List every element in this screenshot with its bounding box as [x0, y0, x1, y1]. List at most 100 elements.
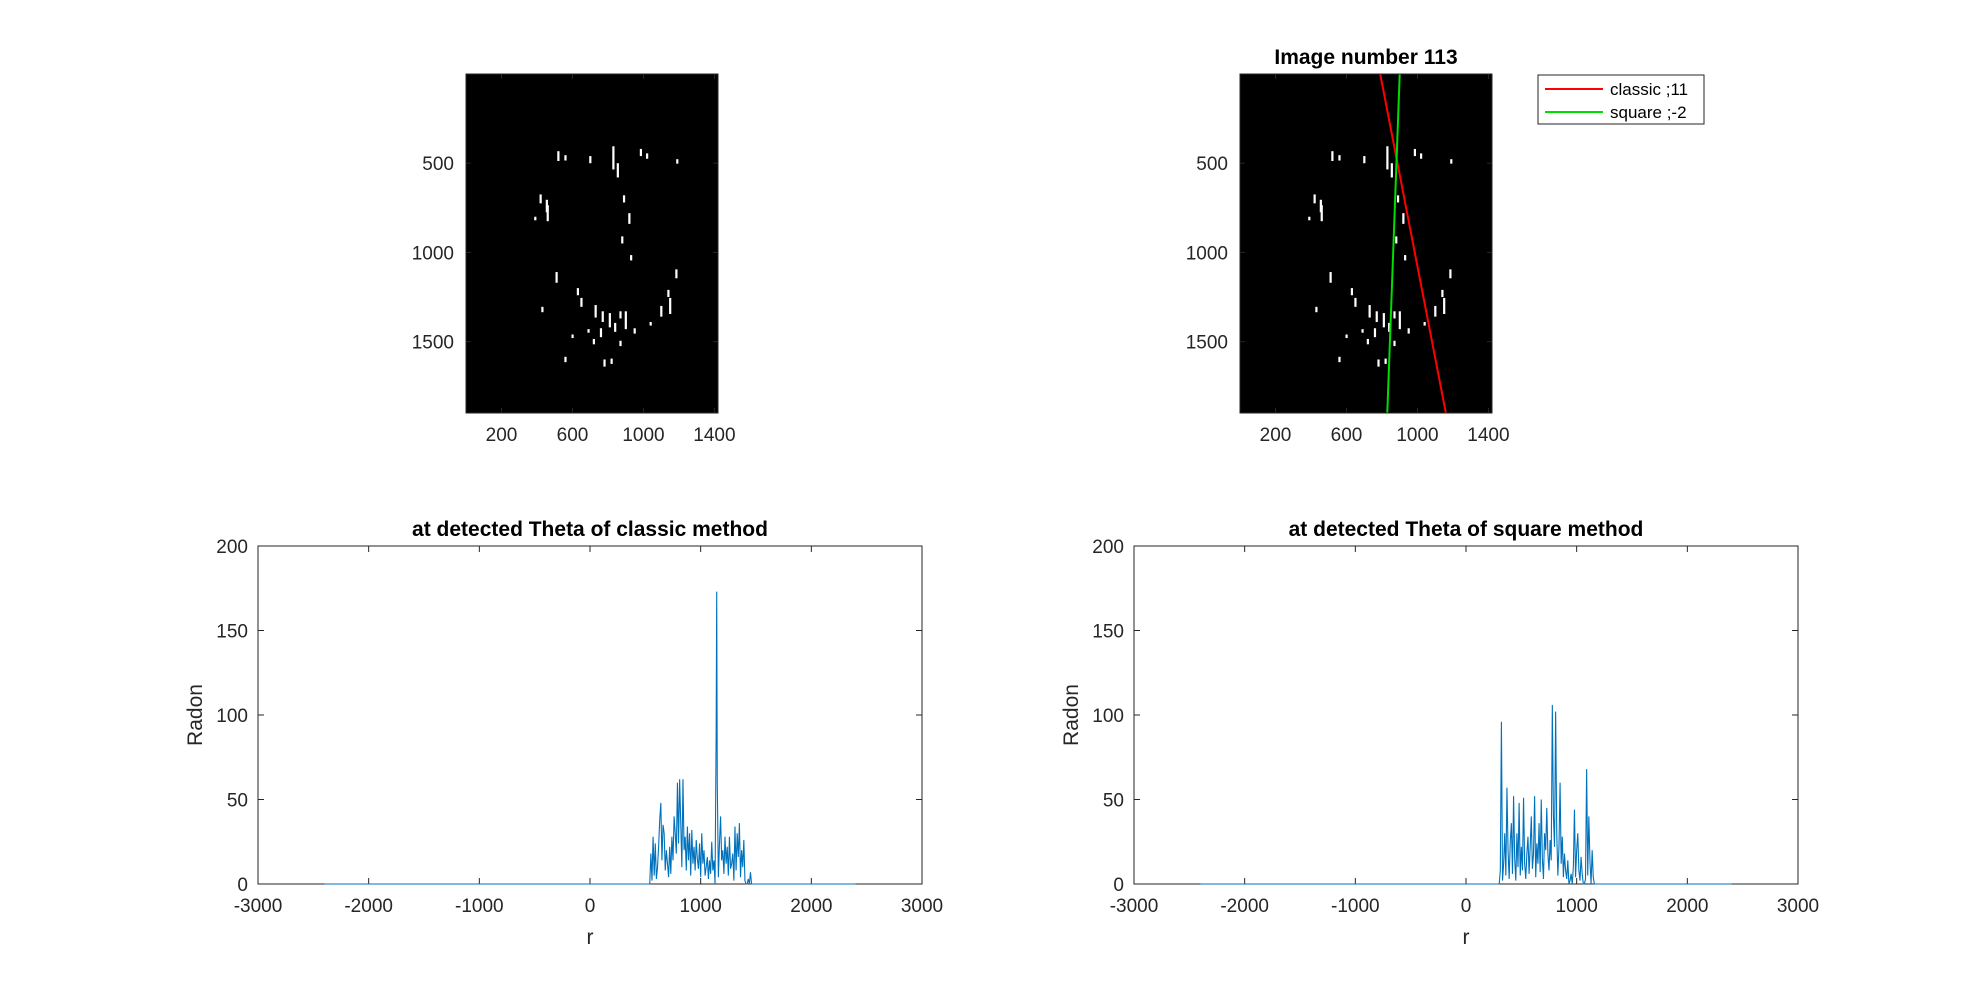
- speckle: [599, 328, 603, 338]
- x-tick-label: 0: [1461, 896, 1472, 917]
- speckle: [1407, 328, 1410, 334]
- speckle: [587, 329, 590, 333]
- speckle: [557, 151, 560, 161]
- y-tick-label: 50: [1103, 791, 1124, 812]
- speckle: [564, 356, 567, 363]
- legend-label-square: square ;-2: [1610, 103, 1687, 122]
- speckle: [1363, 156, 1366, 164]
- speckle: [624, 311, 627, 330]
- speckle: [628, 213, 631, 224]
- x-tick-label: 600: [557, 425, 589, 446]
- speckle: [1329, 272, 1332, 283]
- speckle: [1388, 322, 1391, 332]
- y-axis-label: Radon: [184, 684, 207, 746]
- x-tick-label: -3000: [234, 896, 283, 917]
- speckle: [667, 289, 670, 298]
- radon-series-line: [1200, 704, 1732, 885]
- y-axis-label: Radon: [1060, 684, 1083, 746]
- speckle: [539, 194, 542, 204]
- speckle: [639, 148, 643, 157]
- x-tick-label: -2000: [344, 896, 393, 917]
- speckle: [1313, 194, 1316, 204]
- speckle: [589, 156, 592, 164]
- speckle: [601, 311, 604, 323]
- panel-title: at detected Theta of classic method: [412, 518, 768, 541]
- axis-ticks: -3000 -2000 -1000 0 1000 2000 3000 0 50 100 150 200: [1092, 537, 1819, 917]
- speckle: [646, 153, 649, 159]
- x-tick-label: 3000: [901, 896, 943, 917]
- detected-lines: [1379, 73, 1447, 414]
- radon-series-line: [324, 591, 856, 885]
- speckle: [1375, 311, 1378, 323]
- speckle: [1393, 311, 1396, 319]
- speckle: [1450, 159, 1453, 164]
- speckle: [616, 163, 619, 178]
- speckle: [1331, 151, 1334, 161]
- speckle: [1398, 311, 1401, 330]
- speckle: [1396, 195, 1400, 203]
- speckle: [1350, 288, 1354, 296]
- panel-title: Image number 113: [1274, 46, 1457, 69]
- y-tick-label: 0: [1113, 875, 1124, 896]
- speckle: [594, 305, 597, 318]
- speckle: [1441, 289, 1444, 298]
- speckle: [534, 216, 537, 221]
- y-tick-label: 50: [227, 791, 248, 812]
- image-frame: [465, 73, 719, 414]
- x-tick-label: -1000: [1331, 896, 1380, 917]
- speckle: [576, 288, 580, 296]
- x-tick-label: 1000: [622, 425, 664, 446]
- speckle: [1420, 153, 1423, 159]
- axis-ticks: -3000 -2000 -1000 0 1000 2000 3000 0 50 100 150 200: [216, 537, 943, 917]
- image-panel-original: 200 600 1000 1400 500 1000 1500: [412, 73, 736, 446]
- speckle: [1368, 305, 1371, 318]
- x-tick-label: -1000: [455, 896, 504, 917]
- x-tick-label: 200: [486, 425, 518, 446]
- panel-title: at detected Theta of square method: [1289, 518, 1644, 541]
- speckle: [619, 340, 622, 347]
- speckle: [1377, 359, 1380, 367]
- x-tick-label: 1400: [693, 425, 735, 446]
- y-tick-label: 100: [1092, 706, 1124, 727]
- speckle: [1345, 334, 1348, 339]
- speckle: [1423, 322, 1426, 326]
- legend-label-classic: classic ;11: [1610, 80, 1688, 99]
- x-tick-label: 1400: [1467, 425, 1509, 446]
- speckle: [622, 195, 626, 203]
- x-tick-label: 3000: [1777, 896, 1819, 917]
- speckle: [1338, 155, 1341, 161]
- speckle: [1402, 213, 1405, 224]
- speckle: [1315, 306, 1318, 313]
- x-tick-label: 1000: [680, 896, 722, 917]
- speckle: [1449, 269, 1452, 279]
- speckle: [610, 358, 613, 364]
- speckle: [675, 269, 678, 279]
- y-tick-label: 1000: [1186, 243, 1228, 264]
- x-tick-label: 1000: [1556, 896, 1598, 917]
- speckle: [619, 311, 622, 319]
- speckle: [1390, 163, 1393, 178]
- speckle: [676, 159, 679, 164]
- y-tick-label: 500: [1196, 154, 1228, 175]
- x-tick-label: 600: [1331, 425, 1363, 446]
- y-tick-label: 100: [216, 706, 248, 727]
- speckle: [1308, 216, 1311, 221]
- speckle: [541, 306, 544, 313]
- speckle: [546, 205, 549, 222]
- y-tick-label: 1500: [1186, 333, 1228, 354]
- speckle: [649, 322, 652, 326]
- x-tick-label: -3000: [1110, 896, 1159, 917]
- legend-box: [1537, 74, 1705, 125]
- speckle: [621, 236, 624, 244]
- speckle: [1320, 205, 1323, 222]
- speckle: [580, 297, 583, 307]
- plot-area: [257, 545, 923, 885]
- speckle: [1354, 297, 1357, 307]
- y-tick-label: 200: [216, 537, 248, 558]
- square-line: [1386, 73, 1401, 414]
- x-tick-label: 1000: [1396, 425, 1438, 446]
- y-tick-label: 150: [1092, 622, 1124, 643]
- image-frame: [1239, 73, 1493, 414]
- speckle: [1366, 338, 1369, 345]
